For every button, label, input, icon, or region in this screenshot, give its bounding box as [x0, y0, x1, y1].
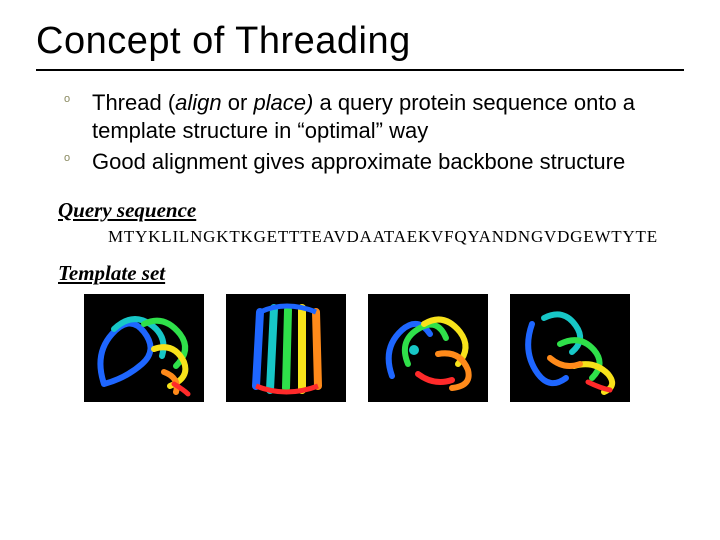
bullet-1-italic2: place) — [253, 90, 313, 115]
bullet-1-mid: or — [222, 90, 254, 115]
bullet-list: o Thread (align or place) a query protei… — [64, 89, 674, 176]
template-set-label: Template set — [58, 261, 684, 286]
protein-thumbnail-2 — [226, 294, 346, 402]
title-rule: Concept of Threading — [36, 20, 684, 71]
bullet-1-italic1: align — [175, 90, 221, 115]
template-thumbnails — [84, 294, 684, 402]
query-sequence-value: MTYKLILNGKTKGETTTEAVDAATAEKVFQYANDNGVDGE… — [108, 227, 684, 247]
protein-thumbnail-4 — [510, 294, 630, 402]
bullet-2-text: Good alignment gives approximate backbon… — [92, 149, 625, 174]
bullet-2: o Good alignment gives approximate backb… — [64, 148, 674, 176]
bullet-1-prefix: Thread ( — [92, 90, 175, 115]
bullet-marker: o — [64, 152, 70, 166]
bullet-marker: o — [64, 93, 70, 107]
slide-title: Concept of Threading — [36, 20, 684, 63]
protein-thumbnail-1 — [84, 294, 204, 402]
protein-thumbnail-3 — [368, 294, 488, 402]
bullet-1: o Thread (align or place) a query protei… — [64, 89, 674, 144]
query-sequence-label: Query sequence — [58, 198, 684, 223]
